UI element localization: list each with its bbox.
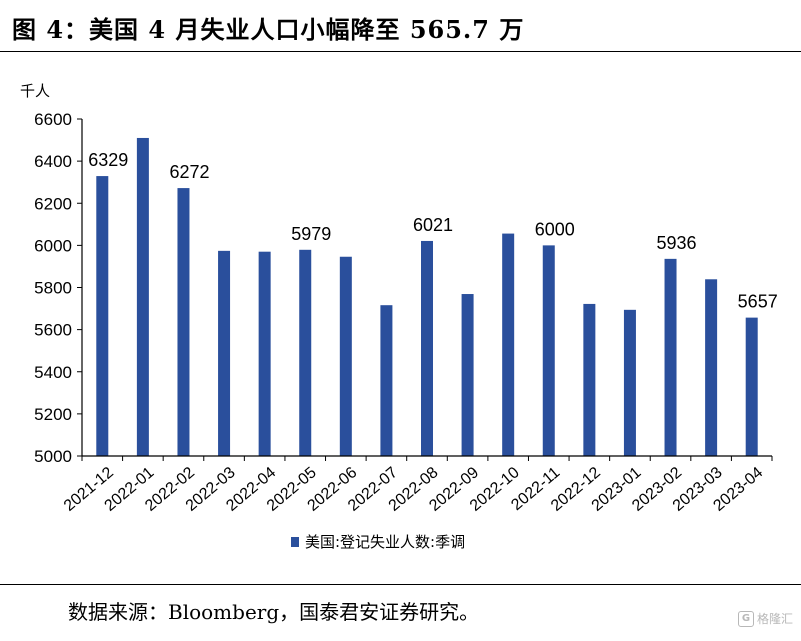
watermark-logo-icon: G (737, 610, 754, 627)
bar (299, 249, 312, 456)
y-tick-label: 6000 (34, 236, 72, 255)
chart-title: 图 4：美国 4 月失业人口小幅降至 565.7 万 (12, 15, 525, 44)
y-tick-label: 5800 (34, 279, 72, 298)
axes (81, 119, 772, 457)
bar (258, 251, 271, 456)
data-label: 5936 (657, 233, 697, 253)
data-labels: 6329 6272 5979 6021 6000 5936 5657 (88, 150, 777, 312)
bar (542, 245, 555, 456)
watermark-text: 格隆汇 (756, 612, 793, 626)
y-axis-ticks: 千人 5000 5200 5400 5600 5800 6000 6200 6400 6600 (20, 82, 82, 466)
source-note: 数据来源：Bloomberg，国泰君安证券研究。 (68, 600, 480, 624)
bar-series (96, 137, 758, 457)
bar (745, 317, 758, 456)
legend-swatch (291, 537, 299, 547)
bar (380, 305, 393, 456)
x-axis-ticks: 2021-122022-012022-022022-032022-042022-… (61, 456, 773, 515)
top-divider (0, 51, 801, 52)
bar (96, 176, 109, 456)
data-label: 6272 (169, 162, 209, 182)
y-tick-label: 6600 (34, 110, 72, 129)
bottom-divider (0, 584, 801, 585)
data-label: 6329 (88, 150, 128, 170)
bar (421, 240, 433, 456)
data-label: 6000 (535, 219, 575, 239)
y-tick-label: 5600 (34, 321, 72, 340)
y-tick-label: 6400 (34, 152, 72, 171)
data-label: 5979 (291, 224, 331, 244)
bar (136, 137, 149, 457)
legend-label: 美国:登记失业人数:季调 (305, 533, 465, 551)
y-tick-label: 5000 (34, 447, 72, 466)
bar-chart: 千人 5000 5200 5400 5600 5800 6000 6200 6400 6600 6… (20, 82, 778, 551)
y-tick-label: 5200 (34, 405, 72, 424)
legend: 美国:登记失业人数:季调 (291, 533, 465, 551)
bar (502, 233, 515, 456)
data-label: 6021 (413, 215, 453, 235)
bar (339, 256, 352, 456)
bar (177, 188, 190, 456)
bar (664, 258, 677, 456)
bar (623, 309, 636, 456)
y-tick-label: 6200 (34, 194, 72, 213)
bar (705, 279, 718, 456)
y-axis-label: 千人 (20, 82, 50, 100)
bar (461, 294, 474, 456)
data-label: 5657 (738, 292, 778, 312)
watermark: G 格隆汇 (737, 610, 793, 627)
bar (583, 303, 596, 456)
y-tick-label: 5400 (34, 363, 72, 382)
bar (218, 250, 231, 456)
